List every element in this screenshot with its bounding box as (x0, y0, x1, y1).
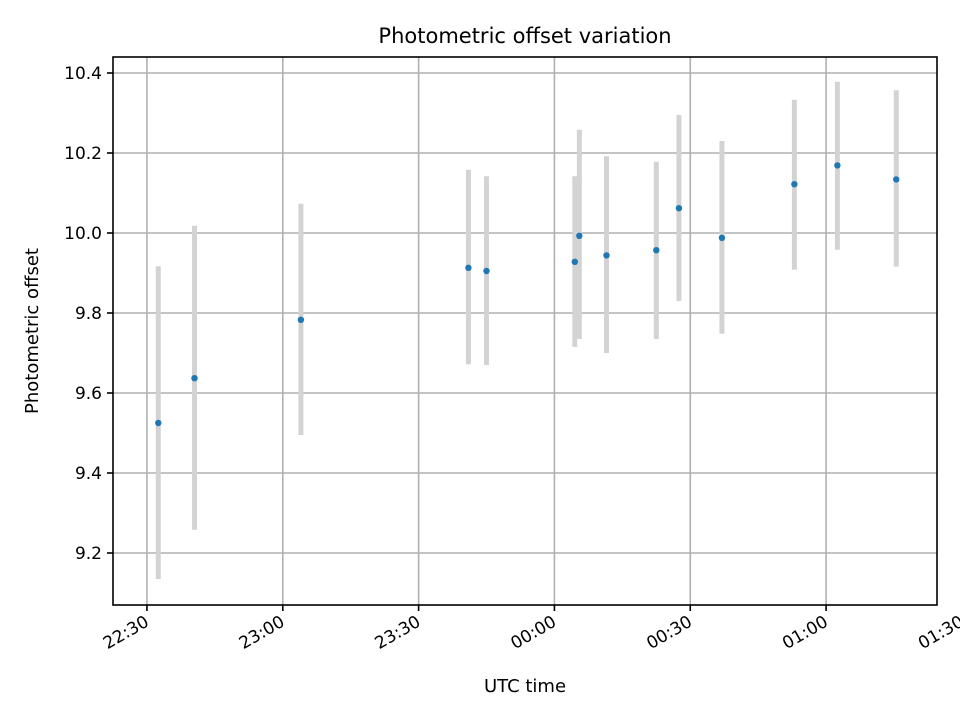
data-point (834, 162, 841, 169)
data-point (571, 258, 579, 265)
data-point (297, 316, 305, 323)
y-tick-label: 9.2 (75, 544, 102, 564)
data-point (653, 247, 660, 254)
y-tick-label: 9.6 (75, 384, 102, 404)
data-point (603, 252, 610, 259)
data-point (791, 181, 798, 188)
data-point (893, 176, 900, 183)
data-point (675, 205, 683, 212)
grid (113, 57, 937, 605)
chart-title: Photometric offset variation (378, 24, 671, 48)
data-point (718, 234, 726, 241)
plot-frame (112, 56, 938, 606)
data-points (155, 162, 900, 427)
data-point (483, 267, 490, 275)
y-tick-label: 10.2 (64, 144, 102, 164)
data-point (465, 264, 472, 271)
data-point (576, 232, 583, 239)
y-tick-label: 10.0 (64, 224, 102, 244)
y-tick-label: 10.4 (64, 64, 102, 84)
data-point (155, 419, 162, 427)
data-point (191, 375, 198, 382)
x-axis-label: UTC time (484, 676, 566, 697)
y-tick-label: 9.8 (75, 304, 102, 324)
y-axis-label: Photometric offset (22, 248, 43, 414)
y-tick-label: 9.4 (75, 464, 102, 484)
